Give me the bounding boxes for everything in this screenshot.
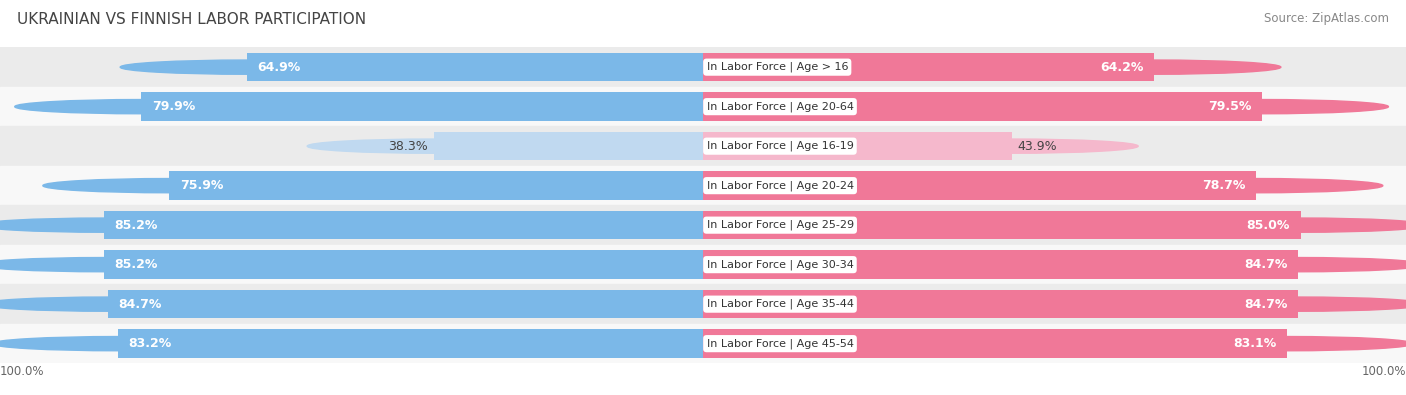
Circle shape xyxy=(1161,337,1406,351)
Circle shape xyxy=(1028,60,1281,74)
Text: 85.0%: 85.0% xyxy=(1247,219,1291,231)
Text: UKRAINIAN VS FINNISH LABOR PARTICIPATION: UKRAINIAN VS FINNISH LABOR PARTICIPATION xyxy=(17,12,366,27)
Bar xyxy=(703,250,1299,279)
Circle shape xyxy=(1171,258,1406,272)
Circle shape xyxy=(0,218,231,232)
Text: 85.2%: 85.2% xyxy=(115,219,157,231)
Bar xyxy=(104,211,703,239)
Circle shape xyxy=(0,297,233,311)
Circle shape xyxy=(1130,179,1384,193)
Text: 83.1%: 83.1% xyxy=(1233,337,1277,350)
Text: In Labor Force | Age 16-19: In Labor Force | Age 16-19 xyxy=(706,141,853,151)
Circle shape xyxy=(0,337,245,351)
Bar xyxy=(0,166,1406,205)
Text: In Labor Force | Age 20-64: In Labor Force | Age 20-64 xyxy=(706,102,853,112)
Bar xyxy=(0,47,1406,87)
Text: 79.5%: 79.5% xyxy=(1208,100,1251,113)
Bar xyxy=(0,284,1406,324)
Circle shape xyxy=(121,60,374,74)
Text: 38.3%: 38.3% xyxy=(388,140,429,152)
Bar xyxy=(170,171,703,200)
Bar xyxy=(141,92,703,121)
Circle shape xyxy=(1136,100,1389,114)
Bar xyxy=(104,250,703,279)
Bar xyxy=(703,53,1154,81)
Text: 84.7%: 84.7% xyxy=(1244,258,1288,271)
Bar xyxy=(703,171,1257,200)
Bar xyxy=(0,245,1406,284)
Bar xyxy=(433,132,703,160)
Circle shape xyxy=(14,100,267,114)
Text: Source: ZipAtlas.com: Source: ZipAtlas.com xyxy=(1264,12,1389,25)
Text: 78.7%: 78.7% xyxy=(1202,179,1246,192)
Text: In Labor Force | Age 20-24: In Labor Force | Age 20-24 xyxy=(706,181,853,191)
Text: 100.0%: 100.0% xyxy=(0,365,45,378)
Text: 64.2%: 64.2% xyxy=(1101,61,1144,73)
Circle shape xyxy=(44,179,295,193)
Text: In Labor Force | Age 35-44: In Labor Force | Age 35-44 xyxy=(706,299,853,309)
Text: 79.9%: 79.9% xyxy=(152,100,195,113)
Circle shape xyxy=(886,139,1139,153)
Circle shape xyxy=(1174,218,1406,232)
Circle shape xyxy=(0,258,231,272)
Bar xyxy=(0,324,1406,363)
Text: 84.7%: 84.7% xyxy=(118,298,162,310)
Text: In Labor Force | Age 25-29: In Labor Force | Age 25-29 xyxy=(706,220,853,230)
Bar xyxy=(247,53,703,81)
Circle shape xyxy=(1171,297,1406,311)
Bar xyxy=(118,329,703,358)
Text: 75.9%: 75.9% xyxy=(180,179,224,192)
Text: 43.9%: 43.9% xyxy=(1018,140,1057,152)
Bar xyxy=(0,87,1406,126)
Text: In Labor Force | Age 45-54: In Labor Force | Age 45-54 xyxy=(706,339,853,349)
Text: In Labor Force | Age 30-34: In Labor Force | Age 30-34 xyxy=(706,260,853,270)
Text: 64.9%: 64.9% xyxy=(257,61,301,73)
Bar xyxy=(703,132,1012,160)
Text: 100.0%: 100.0% xyxy=(1361,365,1406,378)
Bar xyxy=(703,211,1301,239)
Bar xyxy=(703,329,1288,358)
Bar xyxy=(0,126,1406,166)
Circle shape xyxy=(308,139,560,153)
Bar xyxy=(107,290,703,318)
Text: 84.7%: 84.7% xyxy=(1244,298,1288,310)
Text: 83.2%: 83.2% xyxy=(128,337,172,350)
Bar xyxy=(0,205,1406,245)
Bar xyxy=(703,92,1263,121)
Bar xyxy=(703,290,1299,318)
Text: In Labor Force | Age > 16: In Labor Force | Age > 16 xyxy=(706,62,848,72)
Text: 85.2%: 85.2% xyxy=(115,258,157,271)
